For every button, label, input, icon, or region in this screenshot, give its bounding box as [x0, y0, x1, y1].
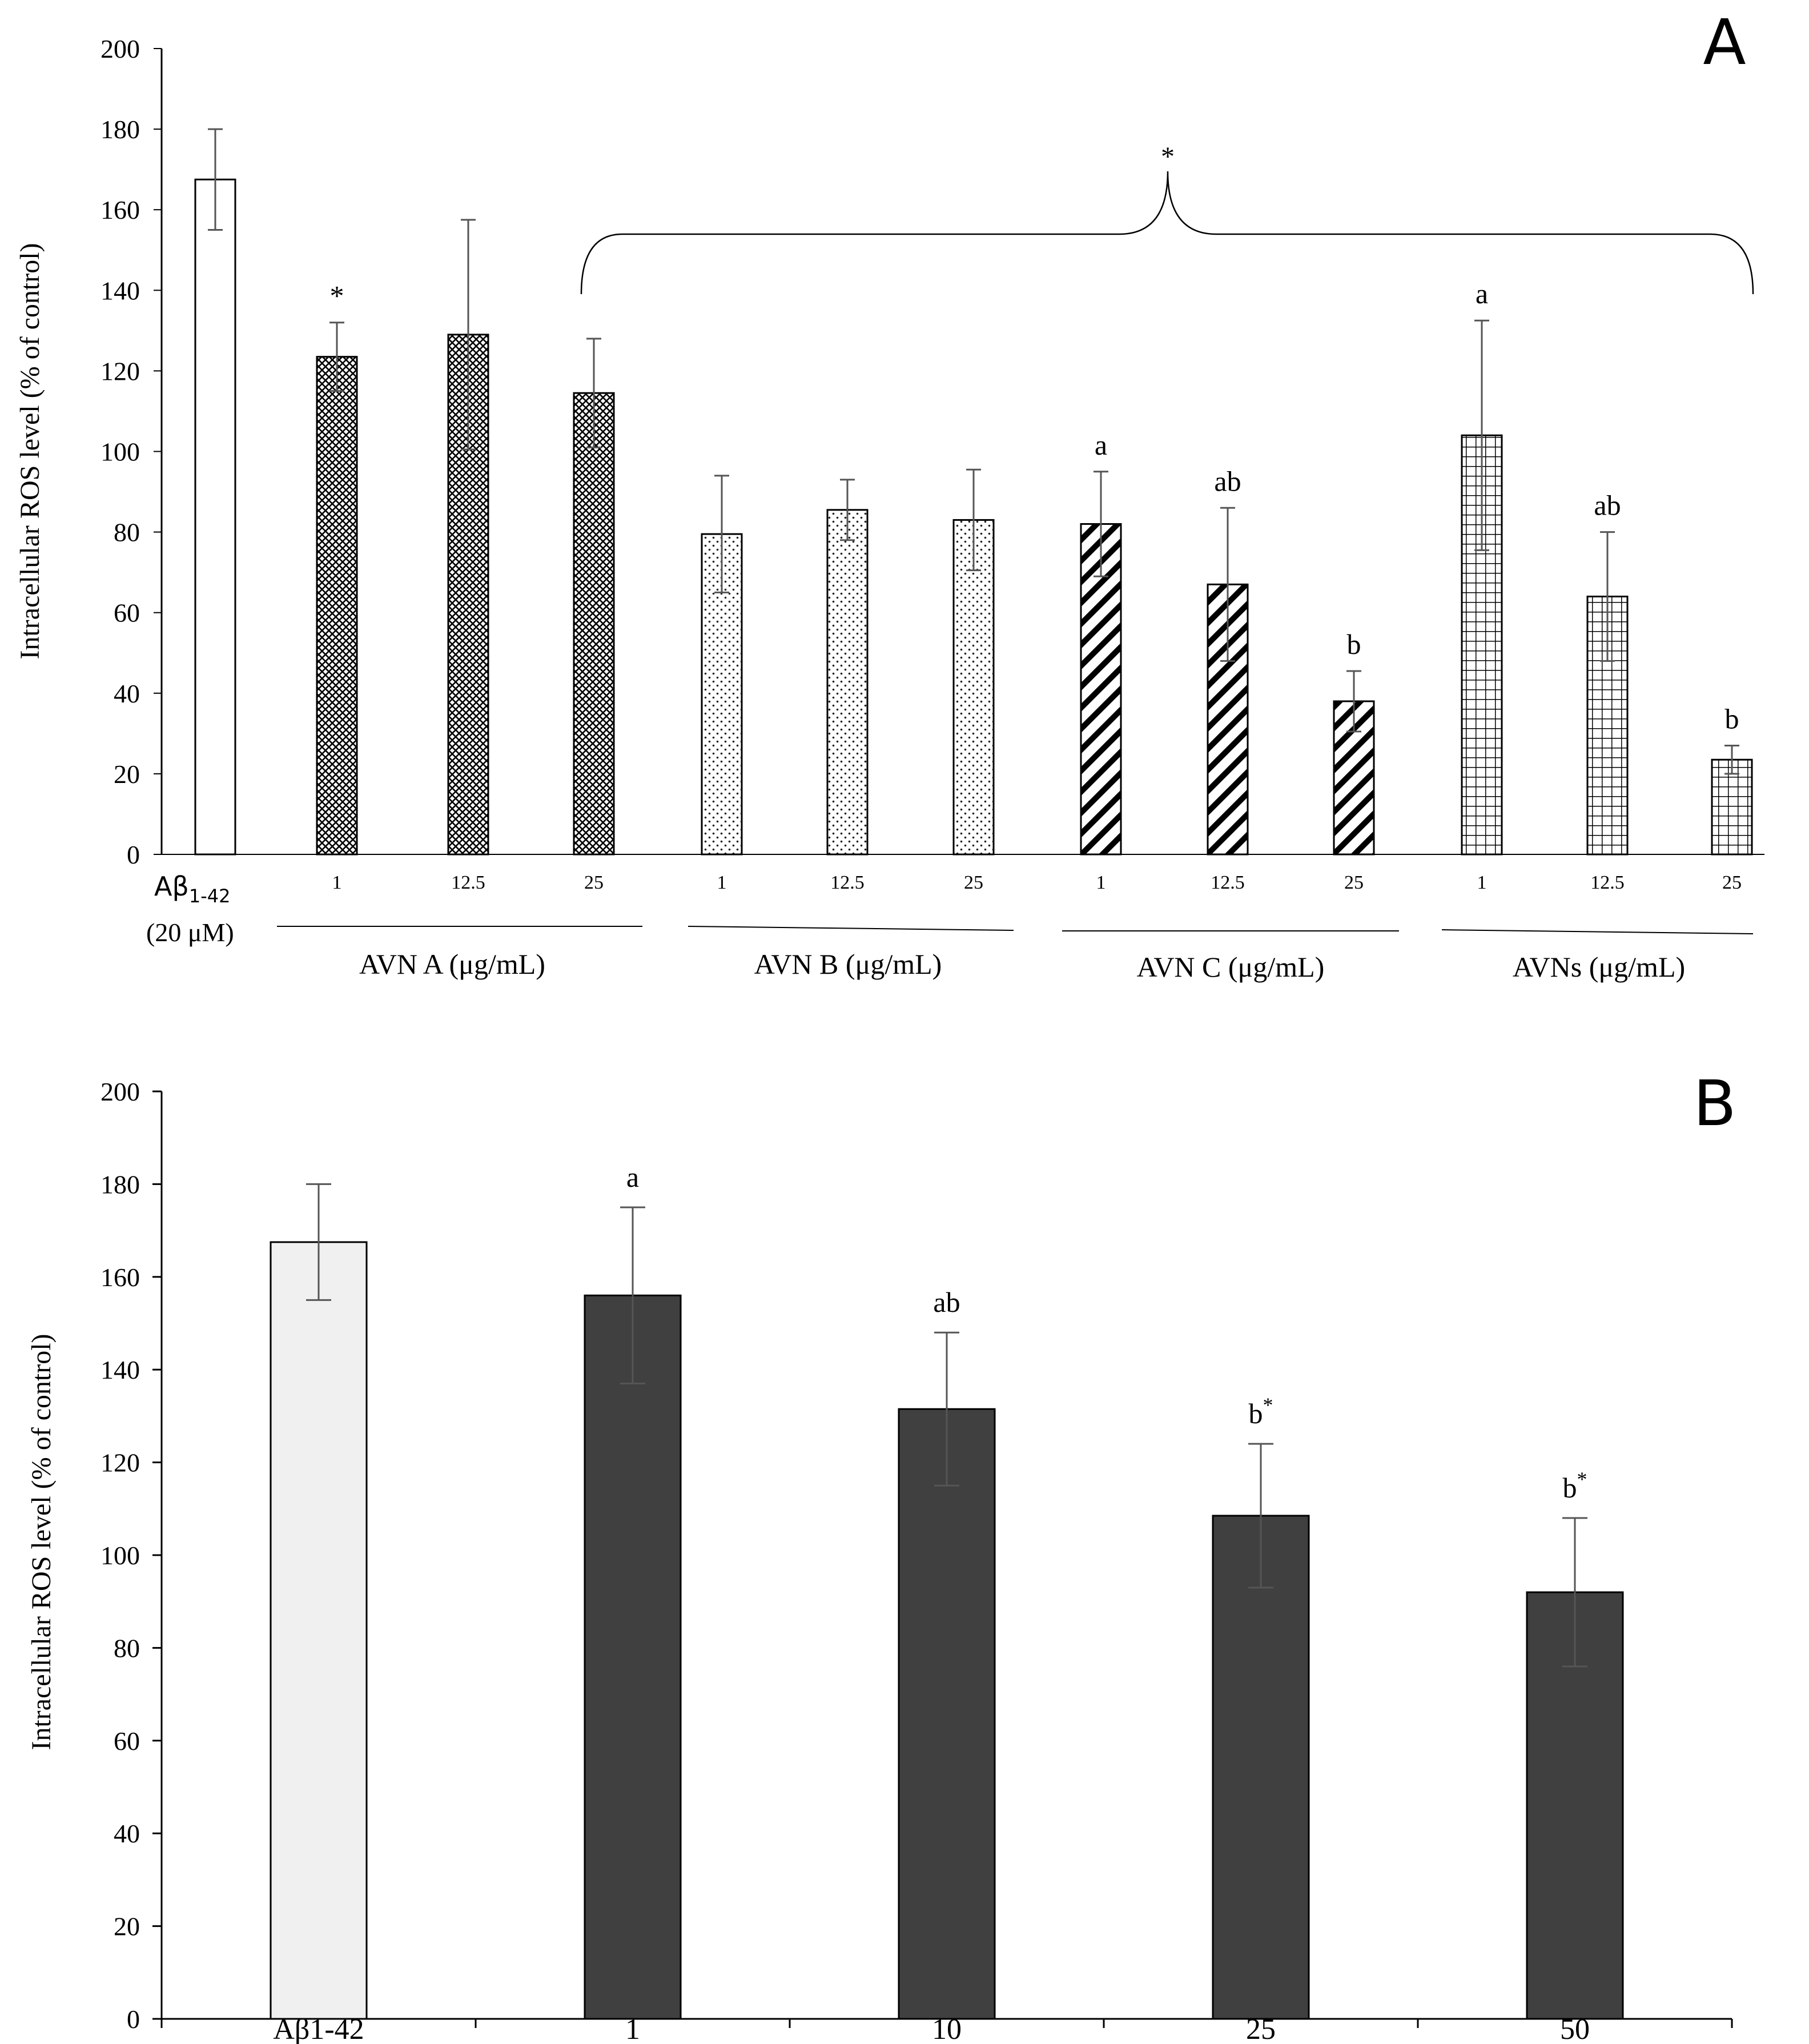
panel-a-x-tick-label: 25: [1722, 872, 1742, 893]
panel-a-bar: [826, 509, 869, 856]
panel-a-significance-label: ab: [1594, 489, 1621, 521]
panel-b-error-bars: [306, 1183, 1587, 1668]
panel-a-x-tick-label: 1: [332, 872, 342, 893]
panel-b-y-axis-label: Intracellular ROS level (% of control): [26, 1334, 57, 1750]
panel-a-y-tick-label: 140: [100, 276, 140, 305]
brace-asterisk: *: [1161, 142, 1175, 172]
panel-b-significance-label: ab: [933, 1286, 960, 1318]
panel-a-x-tick-label: 12.5: [830, 872, 865, 893]
panel-a-x-tick-label: 12.5: [451, 872, 485, 893]
panel-a-x-tick-label: 25: [584, 872, 604, 893]
significance-brace: [580, 171, 1754, 295]
panel-a-y-tick-label: 120: [100, 356, 140, 385]
panel-b-letter: B: [1693, 1067, 1736, 1140]
panel-a-annotations: * a ab b a ab b: [330, 278, 1739, 734]
panel-b-y-tick-label: 0: [127, 2005, 140, 2034]
significance-letter: a: [626, 1161, 639, 1193]
panel-b-bar: [584, 1294, 682, 2020]
panel-b-y-tick-label: 100: [100, 1541, 140, 1570]
panel-a-y-tick-label: 0: [127, 840, 140, 869]
panel-b-y-tick-label: 60: [114, 1726, 140, 1756]
panel-a-bar: [194, 178, 236, 856]
significance-letter: b: [1563, 1472, 1577, 1504]
group-label-avn-a: AVN A (μg/mL): [359, 948, 545, 980]
control-label-main: Aβ: [154, 871, 189, 902]
significance-letter: ab: [933, 1286, 960, 1318]
panel-b-y-tick-label: 180: [100, 1170, 140, 1199]
significance-asterisk: *: [1577, 1468, 1587, 1491]
panel-a-y-tick-label: 20: [114, 760, 140, 789]
panel-b-x-tick-label: Aβ1-42: [273, 2013, 364, 2044]
panel-b: B 0 20 40 60 80 100 120 140 160 180 200 Intracellu…: [26, 1067, 1736, 2044]
panel-a-x-tick-label: 12.5: [1211, 872, 1245, 893]
panel-a-y-tick-label: 60: [114, 599, 140, 628]
panel-a-control-label: Aβ1-42: [154, 871, 230, 907]
panel-a-x-tick-label: 1: [1477, 872, 1487, 893]
panel-a-x-tick-label: 12.5: [1590, 872, 1625, 893]
panel-a-y-tick-label: 180: [100, 115, 140, 144]
significance-letter: b: [1249, 1398, 1263, 1429]
panel-a-y-tick-label: 80: [114, 518, 140, 547]
panel-b-x-ticks: [160, 2019, 1733, 2028]
panel-b-x-tick-label: 50: [1560, 2013, 1590, 2044]
panel-a-letter: A: [1703, 6, 1746, 79]
panel-a-y-axis-label: Intracellular ROS level (% of control): [15, 243, 45, 659]
panel-b-bar: [898, 1408, 996, 2020]
panel-b-x-tick-label: 25: [1246, 2013, 1276, 2044]
panel-a-bar: [1333, 700, 1375, 856]
panel-a-x-tick-label: 25: [1344, 872, 1364, 893]
group-label-avns: AVNs (μg/mL): [1513, 951, 1685, 983]
panel-b-significance-label: a: [626, 1161, 639, 1193]
control-label-sub: 1-42: [189, 885, 231, 907]
panel-a-significance-label: *: [330, 280, 344, 312]
significance-asterisk: *: [1263, 1394, 1273, 1416]
group-label-avn-b: AVN B (μg/mL): [754, 948, 942, 980]
panel-a-control-dose: (20 μM): [146, 918, 234, 947]
panel-b-significance-label: b*: [1249, 1394, 1273, 1429]
panel-b-significance-label: b*: [1563, 1468, 1587, 1504]
group-label-avn-c: AVN C (μg/mL): [1137, 951, 1325, 983]
panel-a-error-bars: [208, 128, 1739, 775]
panel-b-y-tick-label: 160: [100, 1263, 140, 1292]
panel-a-significance-label: ab: [1214, 465, 1241, 497]
panel-b-x-tick-label: 10: [932, 2013, 962, 2044]
group-underline-avn-b: [688, 926, 1014, 931]
panel-a-x-tick-label: 1: [1096, 872, 1106, 893]
panel-a-bar: [952, 519, 995, 856]
panel-a-x-tick-label: 1: [717, 872, 727, 893]
panel-b-x-tick-label: 1: [625, 2013, 640, 2044]
group-underline-avns: [1441, 929, 1754, 934]
panel-a-x-tick-label: 25: [964, 872, 983, 893]
panel-b-y-tick-label: 140: [100, 1355, 140, 1384]
panel-a-significance-label: a: [1476, 278, 1488, 310]
panel-a-x-tick-labels: 1 12.5 25 1 12.5 25 1 12.5 25 1 12.5 25: [332, 872, 1742, 893]
panel-a-y-tick-label: 200: [100, 34, 140, 63]
panel-a-significance-label: b: [1725, 703, 1739, 735]
panel-a-significance-label: b: [1347, 628, 1361, 660]
panel-a-y-tick-label: 100: [100, 437, 140, 467]
panel-a-bar: [1711, 758, 1753, 856]
panel-a-y-tick-label: 40: [114, 679, 140, 708]
panel-a: A 0 20 40 60 80 100 120 140 160 180 200 Intracellu…: [15, 6, 1764, 983]
panel-a-bar: [573, 392, 615, 856]
panel-a-bar: [1080, 523, 1122, 856]
panel-b-bar: [1212, 1515, 1310, 2020]
panel-a-y-tick-label: 160: [100, 195, 140, 224]
panel-b-y-tick-label: 200: [100, 1077, 140, 1106]
panel-a-y-axis: 0 20 40 60 80 100 120 140 160 180 200: [100, 34, 162, 869]
panel-b-bar: [270, 1241, 368, 2020]
panel-a-significance-label: a: [1095, 429, 1107, 461]
panel-a-bar: [316, 356, 358, 856]
panel-b-x-tick-labels: Aβ1-42 1 10 25 50: [273, 2013, 1590, 2044]
panel-b-y-tick-label: 20: [114, 1912, 140, 1941]
panel-b-y-axis: 0 20 40 60 80 100 120 140 160 180 200: [100, 1077, 162, 2034]
panel-b-y-tick-label: 40: [114, 1819, 140, 1848]
panel-b-y-tick-label: 120: [100, 1448, 140, 1477]
panel-b-y-tick-label: 80: [114, 1633, 140, 1662]
